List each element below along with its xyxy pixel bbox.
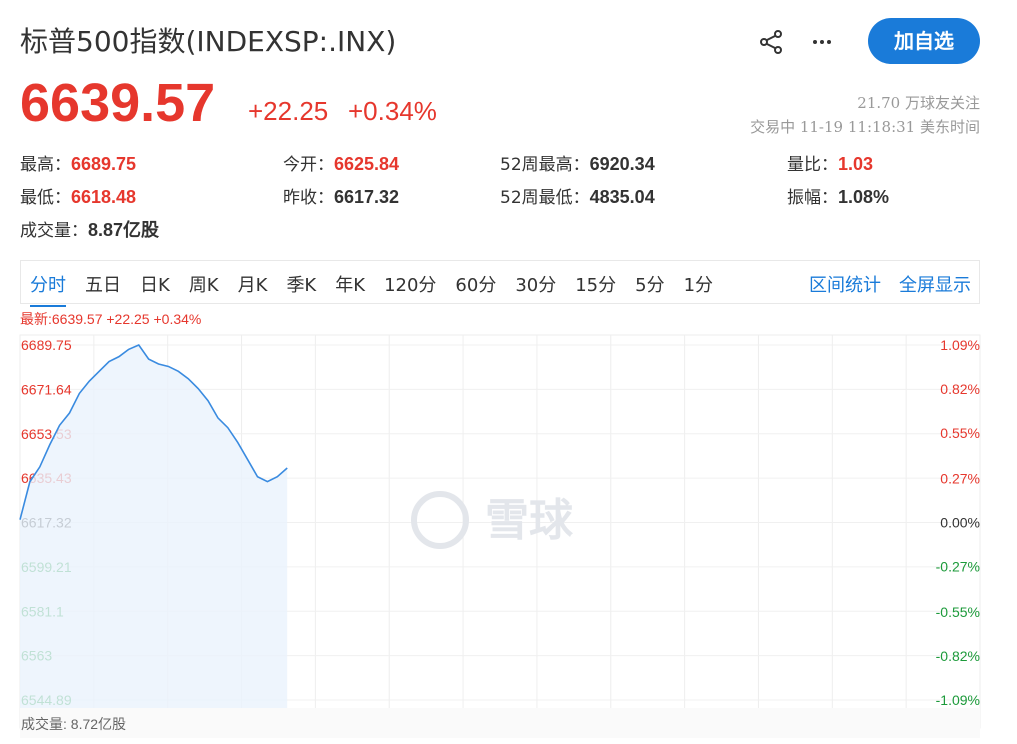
follow-button[interactable]: 加自选 bbox=[868, 18, 980, 64]
stat: 昨收：6617.32 bbox=[283, 183, 399, 208]
tab[interactable]: 5分 bbox=[635, 275, 665, 296]
stat-label: 最高： bbox=[20, 155, 71, 175]
change: +22.25 bbox=[248, 96, 329, 126]
stat-value: 6625.84 bbox=[334, 154, 400, 174]
stat: 量比：1.03 bbox=[787, 150, 873, 175]
chart: 最新:6639.57 +22.25 +0.34%6689.756671.6466… bbox=[19, 311, 981, 738]
stat: 振幅：1.08% bbox=[787, 183, 889, 208]
stat: 52周最高：6920.34 bbox=[500, 150, 655, 175]
stat: 今开：6625.84 bbox=[283, 150, 399, 175]
stat-value: 6617.32 bbox=[334, 187, 400, 207]
price-line bbox=[19, 344, 288, 520]
stat-value: 6689.75 bbox=[71, 154, 137, 174]
y2-tick-label: -1.09% bbox=[936, 692, 980, 708]
stat-value: 1.08% bbox=[838, 187, 890, 207]
y2-tick-label: -0.82% bbox=[936, 648, 980, 664]
tab[interactable]: 15分 bbox=[575, 275, 617, 296]
y-tick-label: 6671.64 bbox=[21, 381, 72, 397]
stat: 52周最低：4835.04 bbox=[500, 183, 655, 208]
stat-value: 1.03 bbox=[838, 154, 874, 174]
tab[interactable]: 30分 bbox=[515, 275, 557, 296]
stat-label: 最低： bbox=[20, 188, 71, 208]
icons[interactable] bbox=[758, 28, 848, 56]
y2-tick-label: -0.55% bbox=[936, 604, 980, 620]
stat: 最高：6689.75 bbox=[20, 150, 136, 175]
area bbox=[20, 345, 288, 708]
volume-label: 成交量: 8.72亿股 bbox=[21, 716, 126, 732]
stat-value: 6618.48 bbox=[71, 187, 137, 207]
stat-value: 8.87亿股 bbox=[88, 220, 160, 240]
stat-label: 52周最高： bbox=[500, 155, 590, 175]
tab[interactable]: 60分 bbox=[455, 275, 497, 296]
tool[interactable]: 区间统计 bbox=[809, 275, 881, 296]
y2-tick-label: -0.27% bbox=[936, 558, 980, 574]
watermark-logo bbox=[411, 491, 469, 549]
stat-label: 昨收： bbox=[283, 188, 334, 208]
tab[interactable]: 日K bbox=[140, 275, 170, 296]
stat-label: 量比： bbox=[787, 155, 838, 175]
y2-tick-label: 1.09% bbox=[940, 337, 980, 353]
status: 交易中 11-19 11:18:31 美东时间 bbox=[750, 118, 980, 136]
tab-bar: 分时 五日 日K 周K 月K 季K 年K 120分 60分 30分 15分 5分 1分 区间统计 全屏显示 bbox=[20, 260, 980, 307]
y2-tick-label: 0.00% bbox=[940, 515, 980, 531]
y2-tick-label: 0.55% bbox=[940, 425, 980, 441]
tab[interactable]: 月K bbox=[237, 275, 268, 296]
tools: 区间统计 全屏显示 bbox=[809, 271, 971, 297]
tab[interactable]: 五日 bbox=[85, 275, 121, 296]
tool[interactable]: 全屏显示 bbox=[899, 275, 971, 296]
y-tick-label: 6689.75 bbox=[21, 337, 72, 353]
stat: 最低：6618.48 bbox=[20, 183, 136, 208]
y2-tick-label: 0.27% bbox=[940, 471, 980, 487]
stat-label: 成交量： bbox=[20, 221, 88, 241]
stat-label: 今开： bbox=[283, 155, 334, 175]
tab[interactable]: 120分 bbox=[384, 275, 437, 296]
watermark: 雪球 bbox=[485, 496, 574, 545]
tab[interactable]: 分时 bbox=[30, 271, 66, 307]
followers: 21.70 万球友关注 bbox=[857, 94, 980, 112]
y2-tick-label: 0.82% bbox=[940, 381, 980, 397]
change-pct: +0.34% bbox=[348, 96, 437, 126]
tab[interactable]: 年K bbox=[335, 275, 366, 296]
tabs: 分时 五日 日K 周K 月K 季K 年K 120分 60分 30分 15分 5分 1分 bbox=[30, 271, 713, 307]
stat-label: 振幅： bbox=[787, 188, 838, 208]
price: 6639.57 bbox=[20, 73, 216, 133]
tab[interactable]: 周K bbox=[188, 275, 219, 296]
tab[interactable]: 季K bbox=[286, 275, 317, 296]
stat-value: 4835.04 bbox=[589, 187, 655, 207]
stat: 成交量：8.87亿股 bbox=[20, 216, 159, 242]
volume-bar-bg bbox=[20, 708, 980, 738]
stat-value: 6920.34 bbox=[589, 154, 655, 174]
tab[interactable]: 1分 bbox=[683, 275, 714, 296]
stat-label: 52周最低： bbox=[500, 188, 590, 208]
latest-label: 最新:6639.57 +22.25 +0.34% bbox=[20, 311, 201, 327]
title: 标普500指数(INDEXSP:.INX) bbox=[20, 25, 397, 58]
